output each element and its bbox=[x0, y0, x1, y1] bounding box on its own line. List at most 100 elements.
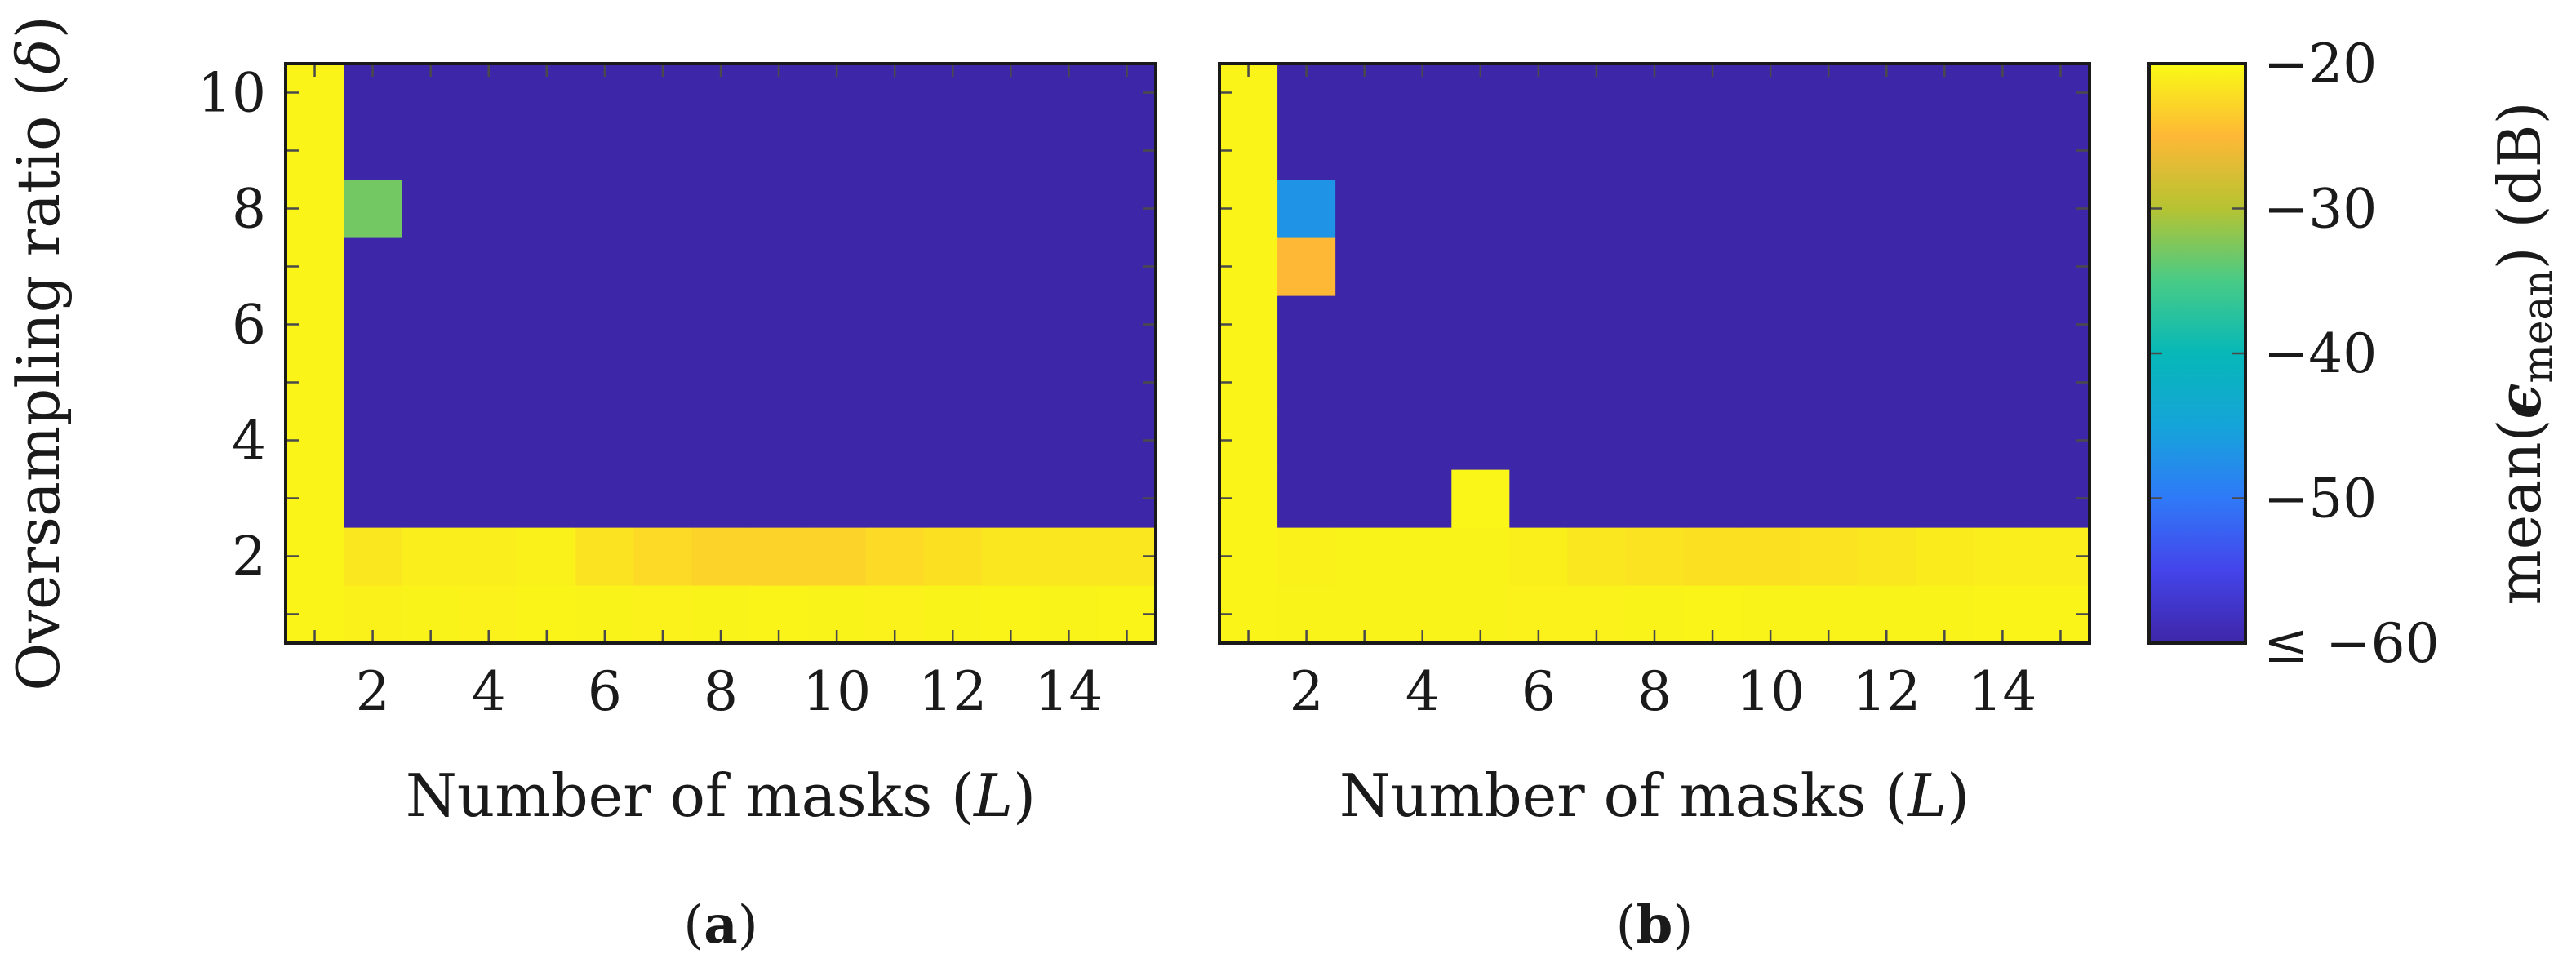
heatmap-cell bbox=[1039, 469, 1099, 528]
heatmap-cell bbox=[923, 180, 983, 238]
colorbar-tick-label: −20 bbox=[2263, 33, 2377, 95]
x-tick-label: 4 bbox=[1406, 660, 1440, 723]
heatmap-cell bbox=[1683, 411, 1743, 470]
x-axis-label-b: Number of masks (L) bbox=[1339, 761, 1970, 830]
heatmap-cell bbox=[691, 353, 751, 412]
y-tick-label: 10 bbox=[198, 62, 266, 125]
heatmap-cell bbox=[865, 411, 925, 470]
colorbar-tick-label: −30 bbox=[2263, 178, 2377, 241]
heatmap-cell bbox=[1335, 411, 1394, 470]
heatmap-cell bbox=[1625, 469, 1685, 528]
heatmap-cell bbox=[1039, 411, 1099, 470]
heatmap-cell bbox=[633, 295, 693, 354]
plot-frame-a bbox=[284, 62, 1157, 645]
heatmap-cell bbox=[1973, 122, 2032, 180]
heatmap-cell bbox=[749, 469, 809, 528]
heatmap-cell bbox=[923, 411, 983, 470]
heatmap-cell bbox=[807, 122, 867, 180]
heatmap-cell bbox=[1567, 122, 1627, 180]
heatmap-cell bbox=[633, 237, 693, 296]
heatmap-cell bbox=[1915, 527, 1974, 586]
heatmap-cell bbox=[1625, 411, 1685, 470]
heatmap-cell bbox=[749, 411, 809, 470]
heatmap-cell bbox=[344, 411, 402, 470]
heatmap-cell bbox=[1451, 353, 1510, 412]
colorbar-tick-labels: −20 −30 −40 −50 ≤ −60 bbox=[2263, 33, 2440, 675]
heatmap-cell bbox=[1277, 180, 1336, 238]
heatmap-cell bbox=[923, 353, 983, 412]
heatmap-cell bbox=[1393, 353, 1452, 412]
heatmap-cell bbox=[1857, 527, 1916, 586]
x-tick-label: 6 bbox=[588, 660, 622, 723]
heatmap-cell bbox=[460, 527, 518, 586]
heatmap-cell bbox=[691, 411, 751, 470]
heatmap-cell bbox=[402, 469, 460, 528]
colorbar-label: mean(ϵmean) (dB) bbox=[2485, 101, 2561, 605]
heatmap-cell bbox=[1509, 527, 1568, 586]
heatmap-cell bbox=[1509, 411, 1568, 470]
heatmap-cell bbox=[1625, 237, 1685, 296]
heatmap-cell bbox=[1741, 122, 1801, 180]
heatmap-cell bbox=[1393, 411, 1452, 470]
heatmap-panel-b: 2 4 6 8 10 12 14 Number of masks (L) (b) bbox=[1218, 62, 2091, 956]
heatmap-cell bbox=[1973, 237, 2032, 296]
x-tick-label: 2 bbox=[356, 660, 390, 723]
heatmap-cell bbox=[981, 122, 1041, 180]
heatmap-cell bbox=[1683, 353, 1743, 412]
x-tick-label: 10 bbox=[802, 660, 871, 723]
heatmap-cell bbox=[1625, 353, 1685, 412]
heatmap-cell bbox=[1857, 180, 1916, 238]
heatmap-cell bbox=[1857, 237, 1916, 296]
heatmap-cell bbox=[865, 295, 925, 354]
heatmap-cell bbox=[517, 237, 576, 296]
heatmap-cell bbox=[575, 180, 634, 238]
heatmap-cell bbox=[1393, 180, 1452, 238]
heatmap-cell bbox=[1857, 353, 1916, 412]
y-tick-label: 6 bbox=[232, 294, 266, 357]
heatmap-cell bbox=[691, 122, 751, 180]
heatmap-cell bbox=[460, 411, 518, 470]
heatmap-cell bbox=[633, 122, 693, 180]
heatmap-cell bbox=[1741, 469, 1801, 528]
heatmap-cell bbox=[1567, 237, 1627, 296]
heatmap-cell bbox=[460, 295, 518, 354]
heatmap-cell bbox=[1451, 295, 1510, 354]
heatmap-cell bbox=[1857, 295, 1916, 354]
heatmap-cell bbox=[1335, 353, 1394, 412]
heatmap-cell bbox=[1277, 411, 1336, 470]
heatmap-cell bbox=[402, 353, 460, 412]
heatmap-cell bbox=[402, 411, 460, 470]
heatmap-cell bbox=[1683, 237, 1743, 296]
heatmap-cell bbox=[633, 469, 693, 528]
heatmap-cell bbox=[865, 237, 925, 296]
heatmap-cell bbox=[1915, 122, 1974, 180]
heatmap-cell bbox=[1915, 180, 1974, 238]
heatmap-cell bbox=[1857, 122, 1916, 180]
x-axis-label-a: Number of masks (L) bbox=[406, 761, 1036, 830]
heatmap-cell bbox=[1741, 295, 1801, 354]
heatmap-cell bbox=[1277, 353, 1336, 412]
heatmap-cell bbox=[1683, 527, 1743, 586]
heatmap-cell bbox=[749, 122, 809, 180]
heatmap-cell bbox=[1683, 469, 1743, 528]
heatmap-cell bbox=[575, 295, 634, 354]
heatmap-cell bbox=[865, 353, 925, 412]
heatmap-cell bbox=[1567, 469, 1627, 528]
heatmap-cell bbox=[1509, 353, 1568, 412]
heatmap-cell bbox=[1683, 122, 1743, 180]
heatmap-cell bbox=[1683, 295, 1743, 354]
heatmap-cell bbox=[923, 122, 983, 180]
heatmap-cell bbox=[344, 122, 402, 180]
heatmap-cell bbox=[807, 353, 867, 412]
heatmap-cell bbox=[1915, 411, 1974, 470]
heatmap-cell bbox=[1509, 122, 1568, 180]
heatmap-cell bbox=[1799, 237, 1859, 296]
heatmap-cell bbox=[575, 411, 634, 470]
heatmap-cell bbox=[575, 527, 634, 586]
heatmap-cell bbox=[1451, 527, 1510, 586]
colorbar-tick-label: −40 bbox=[2263, 322, 2377, 385]
heatmap-cell bbox=[1567, 411, 1627, 470]
heatmap-cell bbox=[1973, 180, 2032, 238]
heatmap-cell bbox=[460, 122, 518, 180]
heatmap-cell bbox=[1973, 527, 2032, 586]
